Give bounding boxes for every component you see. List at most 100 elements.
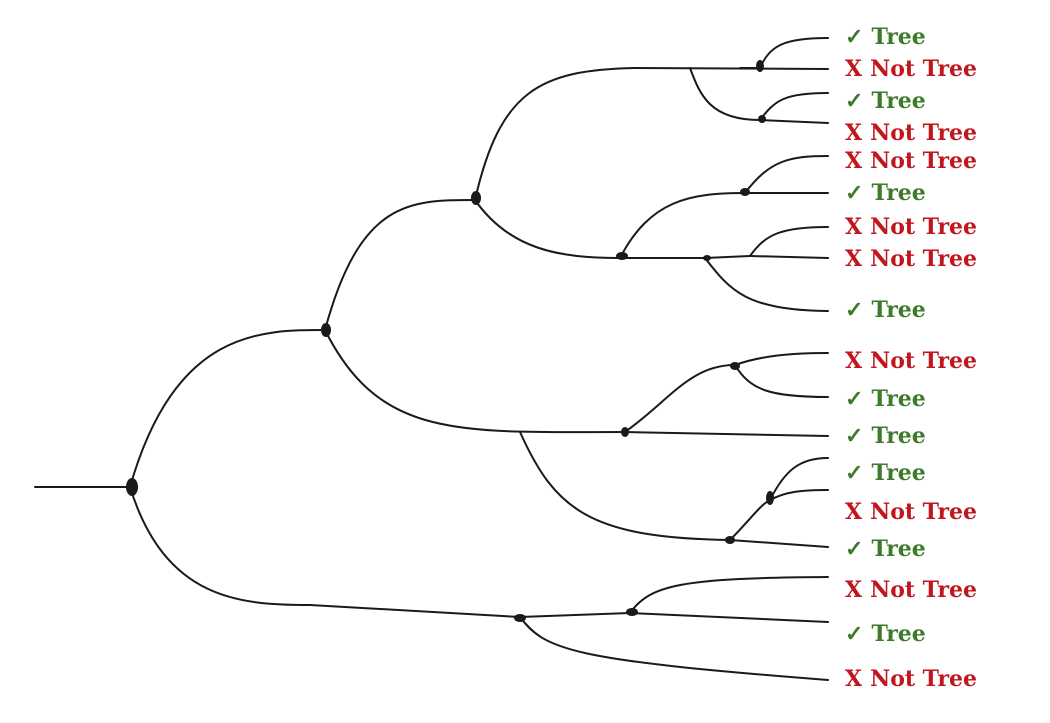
tip-text: Tree [871, 88, 926, 114]
branch-n7 [704, 255, 751, 259]
tip-label-tree: ✓ Tree [845, 89, 926, 113]
x-icon: X [845, 148, 863, 174]
node-n5 [756, 60, 764, 72]
tip-text: Tree [871, 297, 926, 323]
tip-label-tree: ✓ Tree [845, 25, 926, 49]
branch-t15 [729, 539, 829, 548]
branch-n3-upper [474, 67, 636, 201]
tip-text: Tree [871, 24, 926, 50]
tip-label-not-tree: X Not Tree [845, 149, 977, 173]
tip-label-tree: ✓ Tree [845, 181, 926, 205]
node-markers [126, 60, 774, 622]
tip-text: Not Tree [870, 348, 978, 374]
branch-n10 [729, 499, 771, 541]
branch-t16 [629, 576, 829, 614]
tip-label-not-tree: X Not Tree [845, 500, 977, 524]
branch-t17 [629, 612, 829, 623]
tip-text: Not Tree [870, 148, 978, 174]
branch-t1 [759, 37, 829, 69]
check-icon: ✓ [845, 24, 864, 50]
tip-label-not-tree: X Not Tree [845, 349, 977, 373]
tip-text: Tree [871, 621, 926, 647]
branch-n8 [624, 364, 736, 433]
branch-t18 [519, 616, 829, 681]
branch-t3 [759, 92, 829, 121]
node-n7 [703, 255, 711, 261]
branch-n6-upper [619, 192, 746, 259]
node-n10 [766, 491, 774, 505]
tip-text: Not Tree [870, 666, 978, 692]
branch-t13 [769, 457, 829, 501]
branch-n11 [519, 612, 631, 618]
check-icon: ✓ [845, 297, 864, 323]
check-icon: ✓ [845, 536, 864, 562]
check-icon: ✓ [845, 423, 864, 449]
node-n6 [616, 252, 628, 260]
branch-root-lower [129, 486, 521, 618]
tip-label-not-tree: X Not Tree [845, 121, 977, 145]
x-icon: X [845, 348, 863, 374]
tip-label-tree: ✓ Tree [845, 387, 926, 411]
x-icon: X [845, 246, 863, 272]
tip-text: Tree [871, 536, 926, 562]
node-n3 [471, 191, 481, 205]
check-icon: ✓ [845, 88, 864, 114]
branch-t9 [704, 257, 829, 312]
tip-text: Not Tree [870, 246, 978, 272]
branch-t14 [769, 489, 829, 501]
x-icon: X [845, 499, 863, 525]
tip-label-not-tree: X Not Tree [845, 247, 977, 271]
tip-label-tree: ✓ Tree [845, 622, 926, 646]
node-root [126, 478, 138, 496]
branch-n4-to-n5 [689, 67, 761, 121]
branch-n3-lower [474, 199, 621, 259]
tip-label-tree: ✓ Tree [845, 461, 926, 485]
node-n8b [621, 427, 629, 437]
branch-n2-upper [324, 199, 476, 331]
tip-label-not-tree: X Not Tree [845, 578, 977, 602]
branch-t4 [759, 119, 829, 124]
x-icon: X [845, 666, 863, 692]
tip-label-not-tree: X Not Tree [845, 667, 977, 691]
tip-text: Tree [871, 423, 926, 449]
tip-label-tree: ✓ Tree [845, 298, 926, 322]
tip-text: Tree [871, 386, 926, 412]
x-icon: X [845, 120, 863, 146]
tip-text: Not Tree [870, 56, 978, 82]
tip-text: Not Tree [870, 214, 978, 240]
node-n12 [626, 608, 638, 616]
branch-t10 [734, 352, 829, 366]
tip-text: Tree [871, 460, 926, 486]
tip-label-not-tree: X Not Tree [845, 215, 977, 239]
node-n5b [758, 115, 766, 123]
node-n11 [514, 614, 526, 622]
tip-text: Not Tree [870, 499, 978, 525]
node-n8 [730, 362, 740, 370]
check-icon: ✓ [845, 386, 864, 412]
check-icon: ✓ [845, 180, 864, 206]
check-icon: ✓ [845, 621, 864, 647]
branch-n4-to-t2 [634, 67, 829, 70]
node-n6b [740, 188, 750, 196]
x-icon: X [845, 56, 863, 82]
tip-label-tree: ✓ Tree [845, 424, 926, 448]
branch-t7 [749, 226, 829, 257]
branch-n9 [519, 431, 731, 541]
branch-t11 [734, 364, 829, 398]
x-icon: X [845, 214, 863, 240]
tip-label-tree: ✓ Tree [845, 537, 926, 561]
tip-label-not-tree: X Not Tree [845, 57, 977, 81]
node-n2 [321, 323, 331, 337]
x-icon: X [845, 577, 863, 603]
tip-text: Tree [871, 180, 926, 206]
check-icon: ✓ [845, 460, 864, 486]
branch-root-upper [129, 329, 326, 488]
branch-t5 [744, 155, 829, 194]
tip-text: Not Tree [870, 577, 978, 603]
branch-n2-lower [324, 329, 626, 434]
node-n9 [725, 536, 735, 544]
tip-text: Not Tree [870, 120, 978, 146]
branch-t8 [749, 255, 829, 259]
